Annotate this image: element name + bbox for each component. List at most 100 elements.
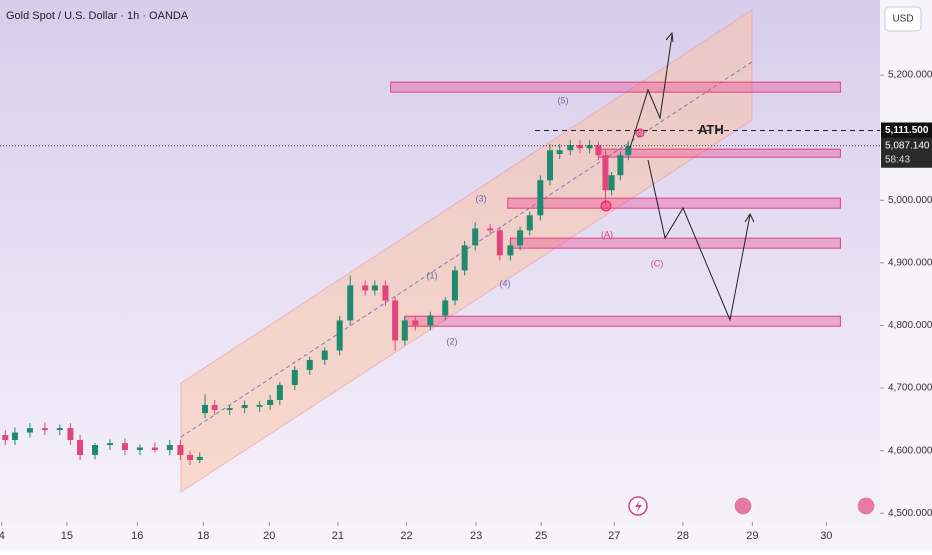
wave-label: (C) bbox=[651, 258, 664, 268]
x-tick-label: 25 bbox=[535, 530, 547, 542]
candle-body bbox=[608, 175, 615, 191]
projection-down bbox=[647, 159, 751, 322]
candle-body bbox=[556, 150, 563, 154]
candle-body bbox=[196, 456, 203, 461]
y-tick-label: 4,500.000 bbox=[888, 508, 932, 519]
event-icon[interactable] bbox=[856, 496, 876, 516]
candle-body bbox=[347, 285, 354, 321]
x-tick-label: 28 bbox=[677, 530, 689, 542]
x-tick-label: 16 bbox=[131, 530, 143, 542]
y-tick-label: 5,200.000 bbox=[888, 70, 932, 81]
candle-body bbox=[617, 155, 624, 176]
candle-body bbox=[382, 285, 389, 301]
candle-body bbox=[496, 230, 503, 256]
candle-body bbox=[151, 447, 158, 451]
candle-body bbox=[77, 440, 84, 456]
candle-body bbox=[392, 300, 399, 341]
candle-body bbox=[56, 428, 63, 430]
candle-body bbox=[602, 155, 609, 191]
x-tick-label: 30 bbox=[820, 530, 832, 542]
zones bbox=[390, 81, 841, 327]
candle-body bbox=[427, 315, 434, 326]
x-tick-label: 20 bbox=[263, 530, 275, 542]
event-icon[interactable] bbox=[733, 496, 753, 516]
marker-circle bbox=[600, 200, 612, 212]
currency-label: USD bbox=[892, 14, 913, 25]
candle-body bbox=[412, 320, 419, 326]
wave-label: (1) bbox=[427, 270, 438, 280]
candle-body bbox=[67, 428, 74, 441]
candle-body bbox=[517, 230, 524, 246]
candle-body bbox=[136, 447, 143, 451]
y-tick-label: 4,700.000 bbox=[888, 383, 932, 394]
candle-body bbox=[256, 404, 263, 407]
candle-body bbox=[26, 428, 33, 433]
price-axis-background bbox=[880, 0, 932, 550]
candle-body bbox=[371, 285, 378, 291]
candle-body bbox=[11, 432, 18, 441]
x-tick-label: 21 bbox=[332, 530, 344, 542]
ath-price-box bbox=[881, 122, 932, 139]
currency-button[interactable] bbox=[884, 6, 922, 32]
zone bbox=[507, 197, 841, 209]
countdown: 58:43 bbox=[885, 154, 910, 165]
candle-body bbox=[526, 215, 533, 231]
candle-body bbox=[595, 145, 602, 156]
candle-body bbox=[547, 150, 553, 181]
candle-body bbox=[472, 228, 479, 246]
last-price-label: 5,087.140 bbox=[885, 140, 930, 151]
wave-label: (3) bbox=[476, 193, 487, 203]
zone bbox=[390, 81, 841, 93]
x-tick-label: 23 bbox=[470, 530, 482, 542]
candle-body bbox=[166, 445, 173, 451]
candle-body bbox=[537, 180, 544, 216]
candle-body bbox=[187, 455, 194, 461]
arrow-head bbox=[744, 212, 755, 223]
x-tick-label: 18 bbox=[197, 530, 209, 542]
event-icon-glyph bbox=[635, 500, 642, 513]
candle-body bbox=[241, 404, 248, 409]
chart-title: Gold Spot / U.S. Dollar · 1h · OANDA bbox=[6, 10, 189, 22]
candle-body bbox=[2, 435, 9, 441]
wave-label: (2) bbox=[447, 336, 458, 346]
candle-body bbox=[451, 270, 458, 301]
ath-text: ATH bbox=[698, 122, 724, 137]
candle-body bbox=[567, 145, 574, 151]
x-tick-label: 29 bbox=[746, 530, 758, 542]
plot-background bbox=[0, 0, 880, 522]
candle-body bbox=[336, 320, 343, 351]
candle-body bbox=[576, 145, 583, 149]
y-tick-label: 4,600.000 bbox=[888, 445, 932, 456]
time-axis-background bbox=[0, 522, 880, 550]
y-tick-label: 4,900.000 bbox=[888, 258, 932, 269]
candle-body bbox=[202, 404, 209, 414]
wave-label: (A) bbox=[601, 229, 613, 239]
arrow-head bbox=[665, 31, 674, 43]
candle-body bbox=[276, 384, 283, 400]
y-tick-label: 4,800.000 bbox=[888, 320, 932, 331]
candle-body bbox=[507, 245, 514, 256]
x-tick-label: 4 bbox=[0, 530, 5, 542]
candle-body bbox=[362, 285, 369, 291]
zone bbox=[404, 315, 841, 327]
candles bbox=[2, 140, 632, 466]
candle-body bbox=[41, 428, 48, 430]
candle-body bbox=[107, 443, 113, 446]
wave-label: (5) bbox=[558, 95, 569, 105]
candle-body bbox=[92, 445, 99, 456]
candle-body bbox=[177, 445, 184, 456]
wave-label: (4) bbox=[500, 278, 511, 288]
x-tick-label: 22 bbox=[400, 530, 412, 542]
candle-body bbox=[291, 369, 298, 385]
candle-body bbox=[211, 404, 218, 410]
candle-body bbox=[586, 145, 593, 149]
candle-body bbox=[461, 245, 468, 271]
wave-label: (B) bbox=[635, 130, 644, 137]
zone bbox=[597, 148, 841, 158]
candle-body bbox=[401, 320, 408, 341]
channel-midline bbox=[180, 61, 753, 438]
projection-up bbox=[629, 34, 673, 149]
candle-body bbox=[487, 228, 494, 231]
y-tick-label: 5,000.000 bbox=[888, 195, 932, 206]
